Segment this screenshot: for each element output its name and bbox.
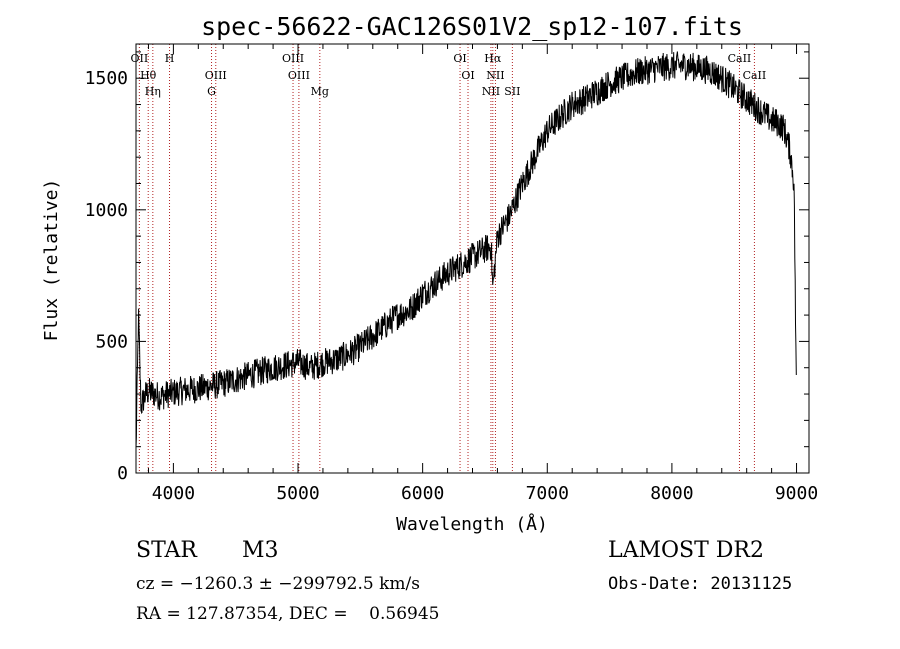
x-tick-label: 9000 bbox=[775, 483, 818, 504]
coordinates-info: RA = 127.87354, DEC = 0.56945 bbox=[136, 604, 440, 624]
spectral-line-label-3: H bbox=[165, 52, 175, 65]
x-tick-label: 7000 bbox=[526, 483, 569, 504]
spectral-line-markers: OIIHθHηHOIIIGOIIIOIIIMgOIOINIIHαNIISIICa… bbox=[131, 44, 767, 473]
object-class: STAR bbox=[136, 538, 197, 563]
spectral-line-label-15: CaII bbox=[728, 52, 752, 65]
y-tick-label: 1500 bbox=[85, 68, 128, 89]
axis-ticks: 4000 5000 6000 7000 8000 9000 0 500 1000 1500 bbox=[85, 44, 818, 504]
x-tick-label: 6000 bbox=[401, 483, 444, 504]
observation-date: Obs-Date: 20131125 bbox=[608, 574, 793, 594]
spectral-line-label-7: OIII bbox=[288, 69, 310, 82]
object-subclass: M3 bbox=[242, 538, 279, 563]
x-tick-label: 4000 bbox=[152, 483, 195, 504]
spectral-line-label-8: Mg bbox=[311, 85, 329, 98]
x-tick-label: 8000 bbox=[650, 483, 693, 504]
spectral-line-label-4: OIII bbox=[205, 69, 227, 82]
spectral-line-label-5: G bbox=[207, 85, 216, 98]
y-tick-label: 0 bbox=[117, 463, 128, 484]
spectral-line-label-2: Hη bbox=[145, 85, 161, 98]
spectral-line-label-12: Hα bbox=[484, 52, 502, 65]
spectral-line-label-13: NII bbox=[486, 69, 504, 82]
redshift-info: cz = −1260.3 ± −299792.5 km/s bbox=[136, 574, 420, 594]
spectral-line-label-10: OI bbox=[461, 69, 474, 82]
spectral-line-label-16: CaII bbox=[743, 69, 767, 82]
survey-name: LAMOST DR2 bbox=[608, 538, 764, 563]
x-axis-label: Wavelength (Å) bbox=[396, 513, 548, 535]
chart-title: spec-56622-GAC126S01V2_sp12-107.fits bbox=[201, 12, 743, 41]
spectrum-series-line bbox=[135, 51, 797, 448]
spectral-line-label-9: OI bbox=[453, 52, 466, 65]
y-tick-label: 500 bbox=[95, 331, 128, 352]
spectral-line-label-1: Hθ bbox=[140, 69, 157, 82]
spectral-line-label-6: OIII bbox=[282, 52, 304, 65]
spectral-line-label-0: OII bbox=[131, 52, 149, 65]
x-tick-label: 5000 bbox=[276, 483, 319, 504]
spectral-line-label-11: NII bbox=[482, 85, 500, 98]
y-tick-label: 1000 bbox=[85, 200, 128, 221]
spectral-line-label-14: SII bbox=[504, 85, 520, 98]
y-axis-label: Flux (relative) bbox=[41, 179, 62, 342]
plot-frame bbox=[135, 43, 810, 474]
